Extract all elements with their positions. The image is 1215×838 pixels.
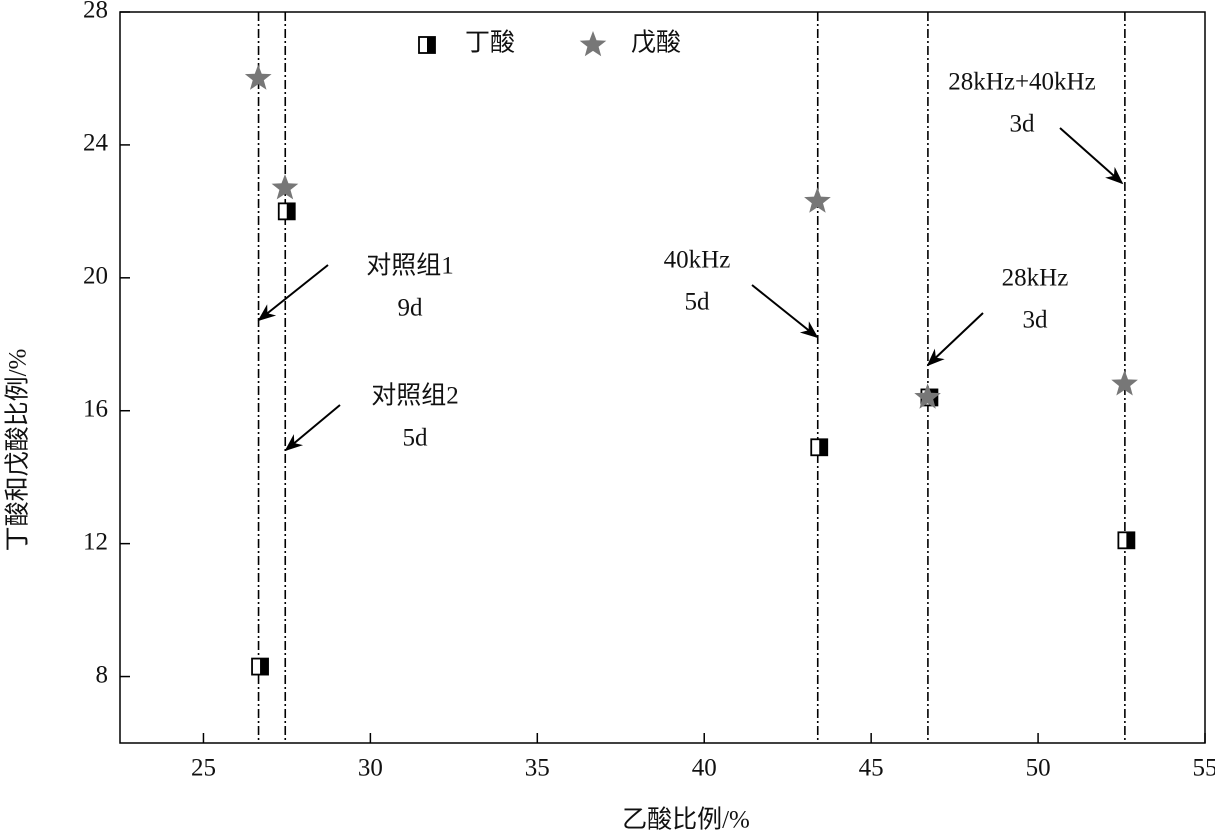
annotation-arrow bbox=[284, 404, 341, 452]
star-marker bbox=[244, 64, 272, 90]
marker-half bbox=[286, 203, 295, 220]
x-tick-label: 45 bbox=[859, 755, 884, 782]
x-tick-label: 35 bbox=[525, 755, 550, 782]
annotation-text: 3d bbox=[1010, 111, 1036, 138]
x-axis-title: 乙酸比例/% bbox=[622, 806, 750, 834]
y-tick-label: 28 bbox=[83, 0, 108, 24]
marker-half bbox=[260, 658, 269, 675]
x-tick-label: 40 bbox=[692, 755, 717, 782]
half-square-marker bbox=[418, 36, 436, 54]
star-marker bbox=[1111, 370, 1138, 396]
marker-half bbox=[1126, 532, 1135, 549]
half-square-marker bbox=[1117, 531, 1136, 550]
x-tick-label: 55 bbox=[1193, 755, 1215, 782]
marker-half bbox=[427, 37, 435, 53]
plot-frame bbox=[119, 11, 1206, 744]
half-square-marker bbox=[810, 438, 829, 457]
star-marker bbox=[914, 383, 941, 409]
y-tick-label: 24 bbox=[83, 130, 109, 157]
x-tick-label: 25 bbox=[191, 755, 216, 782]
star-marker bbox=[271, 174, 299, 200]
marker-half bbox=[819, 439, 828, 456]
annotation-arrow bbox=[257, 264, 329, 322]
annotation-arrow bbox=[751, 284, 819, 339]
y-tick-label: 12 bbox=[83, 528, 108, 555]
annotation-text: 3d bbox=[1023, 307, 1049, 334]
y-tick-label: 8 bbox=[96, 661, 109, 688]
half-square-marker bbox=[277, 202, 296, 221]
annotation-text: 对照组1 bbox=[366, 252, 454, 280]
y-tick-label: 20 bbox=[83, 263, 108, 290]
annotation-text: 40kHz bbox=[664, 247, 731, 274]
annotation-text: 5d bbox=[685, 289, 711, 316]
legend-label: 丁酸 bbox=[465, 29, 515, 57]
x-tick-label: 30 bbox=[358, 755, 383, 782]
legend-label: 戊酸 bbox=[631, 29, 681, 57]
annotation-arrow bbox=[1059, 127, 1124, 185]
star-marker bbox=[579, 31, 607, 57]
annotation-arrow bbox=[926, 312, 984, 367]
annotation-text: 5d bbox=[403, 425, 429, 452]
annotation-text: 9d bbox=[398, 295, 424, 322]
annotation-text: 28kHz+40kHz bbox=[948, 69, 1095, 96]
y-axis-title: 丁酸和戊酸比例/% bbox=[4, 349, 32, 552]
half-square-marker bbox=[251, 657, 269, 676]
annotation-text: 对照组2 bbox=[371, 382, 459, 410]
annotation-text: 28kHz bbox=[1002, 265, 1069, 292]
x-tick-label: 50 bbox=[1026, 755, 1051, 782]
y-tick-label: 16 bbox=[83, 395, 108, 422]
star-marker bbox=[804, 187, 831, 213]
